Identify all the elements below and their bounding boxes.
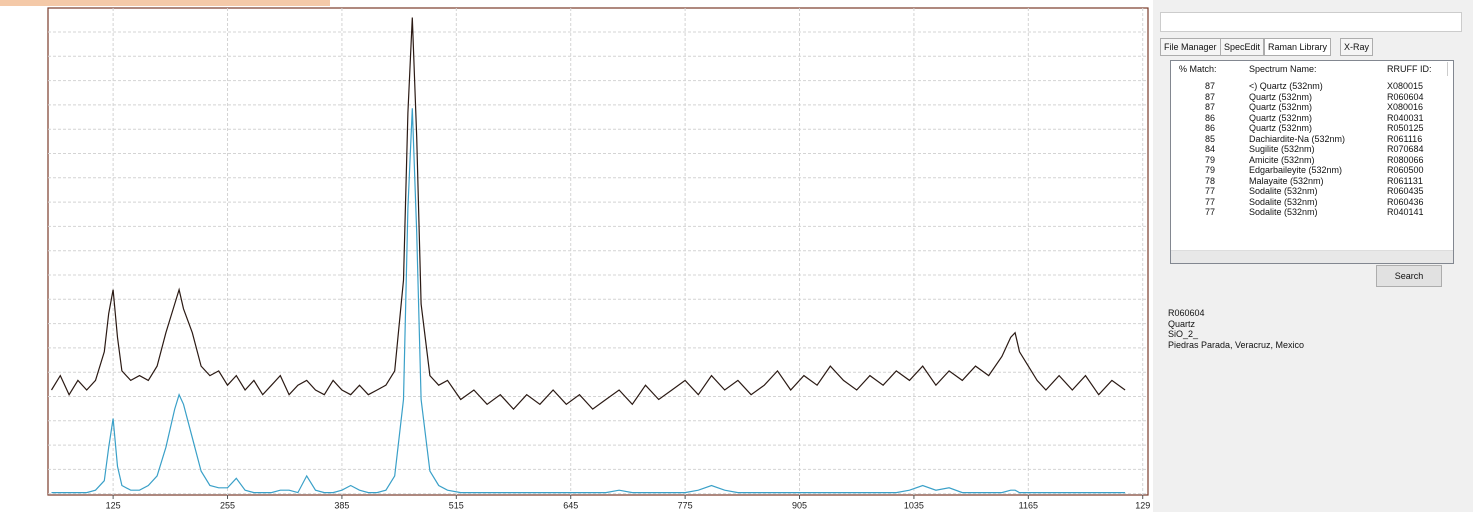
table-cell: Quartz (532nm)	[1249, 91, 1313, 102]
scrollbar[interactable]	[1171, 250, 1453, 263]
table-row[interactable]: 87 <) Quartz (532nm) X080015	[1171, 81, 1441, 91]
table-cell: R060500	[1387, 165, 1424, 175]
table-cell: R080066	[1387, 154, 1424, 165]
table-cell: <) Quartz (532nm)	[1249, 81, 1323, 91]
spectrum-line	[51, 108, 1126, 494]
side-panel: File Manager SpecEdit Raman Library X-Ray %…	[1153, 0, 1473, 512]
table-row[interactable]: 77 Sodalite (532nm) R040141	[1171, 207, 1441, 217]
chart: 125 255 385 515 645 775 905 1035 1165 129	[0, 0, 1150, 510]
table-row[interactable]: 84 Sugilite (532nm) R070684	[1171, 144, 1441, 154]
table-cell: R060435	[1387, 186, 1424, 196]
column-header: RRUFF ID:	[1383, 62, 1448, 76]
info-line: Piedras Parada, Veracruz, Mexico	[1168, 339, 1305, 350]
x-tick-label: 1165	[1019, 500, 1038, 510]
table-row[interactable]: 87 Quartz (532nm) R060604	[1171, 92, 1441, 102]
x-tick-label: 255	[220, 500, 235, 510]
table-row[interactable]: 77 Sodalite (532nm) R060436	[1171, 197, 1441, 207]
table-cell: R040031	[1387, 112, 1424, 123]
table-cell: Sodalite (532nm)	[1249, 196, 1318, 207]
table-cell: 86	[1205, 123, 1216, 133]
table-cell: Sodalite (532nm)	[1249, 207, 1318, 217]
table-cell: 79	[1205, 165, 1216, 175]
table-cell: R040141	[1387, 207, 1424, 217]
x-tick-label: 775	[678, 500, 693, 510]
info-line: Quartz	[1168, 318, 1196, 329]
table-row[interactable]: 79 Amicite (532nm) R080066	[1171, 155, 1441, 165]
plot-area	[47, 7, 1149, 496]
table-row[interactable]: 86 Quartz (532nm) R050125	[1171, 123, 1441, 133]
table-cell: R060436	[1387, 196, 1424, 207]
table-row[interactable]: 78 Malayaite (532nm) R061131	[1171, 176, 1441, 186]
table-cell: Malayaite (532nm)	[1249, 175, 1324, 186]
x-tick-label: 515	[449, 500, 464, 510]
text-input[interactable]	[1160, 12, 1462, 32]
table-cell: 87	[1205, 102, 1216, 112]
tab[interactable]: SpecEdit	[1220, 38, 1265, 56]
spectrum-line	[50, 17, 1126, 410]
search-button[interactable]: Search	[1376, 265, 1442, 287]
table-cell: Sugilite (532nm)	[1249, 144, 1315, 154]
x-tick-label: 645	[563, 500, 578, 510]
table-cell: R060604	[1387, 91, 1424, 102]
table-cell: Edgarbaileyite (532nm)	[1249, 165, 1343, 175]
table-cell: 86	[1205, 112, 1216, 123]
table-cell: 77	[1205, 207, 1216, 217]
table-row[interactable]: 87 Quartz (532nm) X080016	[1171, 102, 1441, 112]
table-cell: R061131	[1387, 175, 1423, 186]
table-cell: R050125	[1387, 123, 1424, 133]
x-tick-label: 385	[334, 500, 349, 510]
table-cell: Quartz (532nm)	[1249, 102, 1313, 112]
x-tick-label: 905	[792, 500, 807, 510]
table-cell: 87	[1205, 81, 1216, 91]
tab[interactable]: X-Ray	[1340, 38, 1374, 56]
table-cell: X080015	[1387, 81, 1424, 91]
title-bar	[0, 0, 330, 6]
table-cell: 85	[1205, 133, 1216, 144]
x-tick-label: 129	[1135, 500, 1150, 510]
tab[interactable]: Raman Library	[1264, 38, 1332, 56]
table-cell: R070684	[1387, 144, 1424, 154]
table-cell: Quartz (532nm)	[1249, 112, 1313, 123]
table-cell: 87	[1205, 91, 1216, 102]
table-cell: 78	[1205, 175, 1216, 186]
results-table: % Match: Spectrum Name: RRUFF ID: 87 <) Quar…	[1170, 60, 1454, 264]
x-tick-label: 125	[106, 500, 121, 510]
table-cell: Sodalite (532nm)	[1249, 186, 1318, 196]
table-cell: 77	[1205, 196, 1216, 207]
table-row[interactable]: 85 Dachiardite-Na (532nm) R061116	[1171, 134, 1441, 144]
table-cell: 79	[1205, 154, 1216, 165]
table-cell: 84	[1205, 144, 1216, 154]
column-header: Spectrum Name:	[1245, 62, 1384, 76]
table-cell: Amicite (532nm)	[1249, 154, 1315, 165]
table-row[interactable]: 86 Quartz (532nm) R040031	[1171, 113, 1441, 123]
table-cell: Quartz (532nm)	[1249, 123, 1313, 133]
table-cell: Dachiardite-Na (532nm)	[1249, 133, 1346, 144]
table-cell: 77	[1205, 186, 1216, 196]
table-cell: R061116	[1387, 133, 1423, 144]
x-tick-label: 1035	[904, 500, 924, 510]
tab[interactable]: File Manager	[1160, 38, 1221, 56]
table-row[interactable]: 77 Sodalite (532nm) R060435	[1171, 186, 1441, 196]
table-cell: X080016	[1387, 102, 1424, 112]
info-line: R060604	[1168, 308, 1205, 318]
info-line: SiO_2_	[1168, 329, 1199, 339]
table-row[interactable]: 79 Edgarbaileyite (532nm) R060500	[1171, 165, 1441, 175]
grid	[48, 31, 1148, 495]
column-header: % Match:	[1175, 62, 1246, 76]
